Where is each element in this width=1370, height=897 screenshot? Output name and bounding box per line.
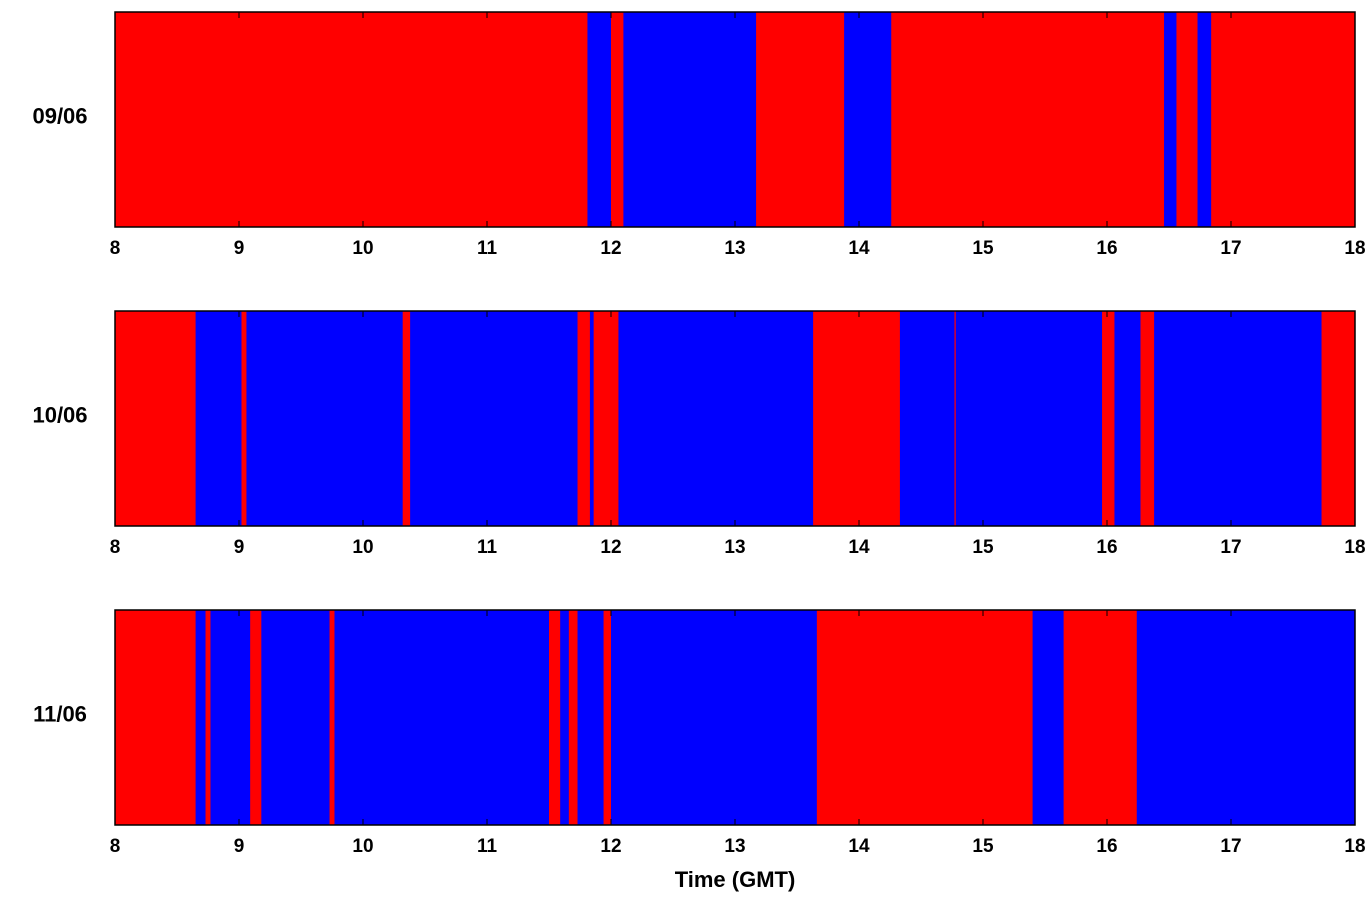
x-tick-label: 10 <box>352 537 373 558</box>
interval <box>246 311 403 526</box>
interval <box>955 311 1103 526</box>
x-tick-label: 14 <box>848 836 870 857</box>
x-tick-label: 14 <box>848 537 870 558</box>
x-tick-label: 18 <box>1344 537 1365 558</box>
x-tick-label: 12 <box>600 537 621 558</box>
interval <box>899 311 955 526</box>
x-tick-label: 11 <box>477 836 498 857</box>
x-tick-label: 18 <box>1344 238 1365 259</box>
x-tick-label: 9 <box>234 238 245 259</box>
x-tick-label: 9 <box>234 836 245 857</box>
interval <box>1114 311 1141 526</box>
x-axis-label: Time (GMT) <box>675 867 796 892</box>
x-tick-label: 13 <box>724 238 745 259</box>
x-tick-label: 16 <box>1096 836 1117 857</box>
x-tick-label: 11 <box>477 238 498 259</box>
interval <box>623 12 757 227</box>
interval <box>1154 311 1322 526</box>
x-tick-label: 9 <box>234 537 245 558</box>
x-tick-label: 17 <box>1220 537 1241 558</box>
x-tick-label: 10 <box>352 238 373 259</box>
interval <box>577 610 604 825</box>
x-tick-label: 15 <box>972 537 994 558</box>
interval <box>1164 12 1177 227</box>
x-tick-label: 10 <box>352 836 373 857</box>
x-tick-label: 16 <box>1096 537 1117 558</box>
y-label: 09/06 <box>32 103 87 128</box>
x-tick-label: 16 <box>1096 238 1117 259</box>
x-tick-label: 13 <box>724 537 745 558</box>
interval <box>844 12 892 227</box>
interval <box>410 311 578 526</box>
interval <box>261 610 330 825</box>
x-tick-label: 8 <box>110 836 121 857</box>
x-tick-label: 12 <box>600 238 621 259</box>
interval <box>1197 12 1212 227</box>
interval <box>611 610 817 825</box>
interval <box>560 610 569 825</box>
y-label: 11/06 <box>33 701 87 726</box>
x-tick-label: 15 <box>972 238 994 259</box>
x-tick-label: 14 <box>848 238 870 259</box>
interval <box>618 311 814 526</box>
x-tick-label: 12 <box>600 836 621 857</box>
interval <box>195 610 206 825</box>
x-tick-label: 8 <box>110 537 121 558</box>
x-tick-label: 15 <box>972 836 994 857</box>
x-tick-label: 8 <box>110 238 121 259</box>
interval <box>587 12 611 227</box>
y-label: 10/06 <box>32 402 87 427</box>
x-tick-label: 18 <box>1344 836 1365 857</box>
x-tick-label: 17 <box>1220 238 1241 259</box>
interval <box>210 610 251 825</box>
interval <box>195 311 242 526</box>
x-tick-label: 17 <box>1220 836 1241 857</box>
interval <box>1136 610 1355 825</box>
interval <box>334 610 549 825</box>
x-tick-label: 11 <box>477 537 498 558</box>
interval <box>589 311 594 526</box>
interval <box>1032 610 1064 825</box>
x-tick-label: 13 <box>724 836 745 857</box>
